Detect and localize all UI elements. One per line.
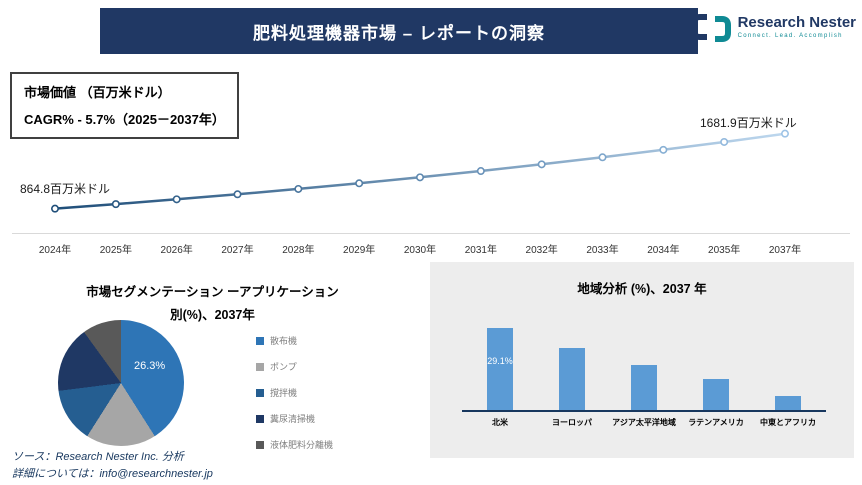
- line-marker: [111, 200, 120, 209]
- region-analysis-panel: 地域分析 (%)、2037 年 29.1% 北米 ヨーロッパ アジア太平洋地域 ラテン…: [430, 262, 854, 458]
- line-marker: [659, 145, 668, 154]
- header-bar: 肥料処理機器市場 – レポートの洞察: [100, 8, 698, 54]
- footer-details: 詳細については：info@researchnester.jp: [12, 467, 213, 480]
- x-axis-label: 2029年: [343, 245, 376, 256]
- legend-item: 糞尿清掃機: [256, 412, 333, 425]
- pie-legend: 散布機 ポンプ 撹拌機 糞尿清掃機 液体肥料分離機: [256, 334, 333, 451]
- legend-swatch: [256, 336, 264, 345]
- legend-item: ポンプ: [256, 360, 333, 373]
- bar: [559, 348, 585, 410]
- x-axis-label: 2028年: [282, 245, 315, 256]
- line-marker: [355, 179, 364, 188]
- bar: [775, 396, 801, 410]
- bar: [703, 379, 729, 410]
- bar-chart-axis-line: [462, 410, 826, 412]
- x-axis-label: 2035年: [708, 245, 741, 256]
- legend-item: 液体肥料分離機: [256, 438, 333, 451]
- pie-chart-title-line2: 別(%)、2037年: [170, 308, 255, 323]
- bar-chart-title: 地域分析 (%)、2037 年: [577, 282, 707, 296]
- logo-name: Research Nester: [737, 13, 856, 31]
- legend-item: 散布機: [256, 334, 333, 347]
- line-marker: [537, 160, 546, 169]
- bar-column: [680, 379, 752, 410]
- legend-swatch: [256, 388, 264, 397]
- x-axis-label: 2030年: [403, 245, 437, 256]
- bar-category-label: 北米: [492, 418, 508, 427]
- bar-column: [536, 348, 608, 410]
- bar-category-label: ヨーロッパ: [552, 418, 592, 427]
- legend-item: 撹拌機: [256, 386, 333, 399]
- legend-swatch: [256, 440, 264, 449]
- bar-category-label: ラテンアメリカ: [688, 418, 744, 427]
- legend-label: 液体肥料分離機: [270, 440, 334, 450]
- pie-chart: 26.3%: [58, 320, 184, 446]
- x-axis-label: 2026年: [160, 245, 193, 256]
- legend-label: ポンプ: [270, 362, 297, 372]
- line-series: [54, 132, 786, 210]
- bar-chart-category-labels: 北米 ヨーロッパ アジア太平洋地域 ラテンアメリカ 中東とアフリカ: [464, 417, 824, 428]
- bar-category-label: アジア太平洋地域: [612, 418, 676, 427]
- x-axis-label: 2025年: [99, 245, 132, 256]
- cagr-label: CAGR% - 5.7%（2025－2037年）: [24, 112, 225, 127]
- footer: ソース：Research Nester Inc. 分析 詳細については：info…: [12, 449, 213, 482]
- legend-label: 撹拌機: [270, 388, 298, 398]
- x-axis-label: 2024年: [38, 245, 72, 256]
- footer-source: ソース：Research Nester Inc. 分析: [12, 451, 184, 463]
- bar-column: [752, 396, 824, 410]
- line-marker: [720, 137, 729, 146]
- x-axis-label: 2027年: [221, 245, 254, 256]
- logo-text: Research Nester Connect. Lead. Accomplis…: [737, 13, 856, 40]
- x-axis-label: 2031年: [464, 245, 497, 256]
- pie-chart-title: 市場セグメンテーション ーアプリケーション 別(%)、2037年: [40, 281, 385, 327]
- bar: [631, 365, 657, 410]
- bar: 29.1%: [487, 328, 513, 410]
- line-end-value-label: 1681.9百万米ドル: [700, 116, 797, 130]
- x-axis-label: 2033年: [586, 245, 619, 256]
- bar-column: [608, 365, 680, 410]
- research-nester-logo: Research Nester Connect. Lead. Accomplis…: [690, 12, 856, 42]
- line-marker: [233, 190, 242, 199]
- legend-label: 散布機: [270, 336, 298, 346]
- line-marker: [50, 204, 59, 213]
- line-chart: [50, 129, 789, 213]
- x-axis-label: 2032年: [525, 245, 558, 256]
- legend-swatch: [256, 362, 264, 371]
- line-marker: [294, 184, 303, 193]
- bar-chart: 29.1%: [464, 310, 824, 410]
- legend-label: 糞尿清掃機: [270, 414, 316, 424]
- pie-slice-value-label: 26.3%: [134, 360, 166, 372]
- line-marker: [415, 173, 424, 182]
- bar-column: 29.1%: [464, 328, 536, 410]
- x-axis-label: 2034年: [647, 245, 680, 256]
- market-value-label: 市場価値 （百万米ドル）: [24, 85, 171, 100]
- research-nester-logo-icon: [690, 14, 731, 42]
- page-title: 肥料処理機器市場 – レポートの洞察: [253, 23, 545, 43]
- bar-value-label: 29.1%: [487, 356, 513, 366]
- line-marker: [780, 129, 789, 138]
- bar-category-label: 中東とアフリカ: [760, 418, 816, 427]
- line-marker: [172, 195, 181, 204]
- pie-chart-title-line1: 市場セグメンテーション ーアプリケーション: [86, 285, 339, 299]
- logo-tagline: Connect. Lead. Accomplish: [737, 33, 843, 40]
- line-marker: [476, 167, 485, 176]
- line-start-value-label: 864.8百万米ドル: [20, 182, 111, 196]
- market-value-box: 市場価値 （百万米ドル） CAGR% - 5.7%（2025－2037年）: [10, 72, 239, 139]
- x-axis-labels: 2024年 2025年 2026年 2027年 2028年 2029年 2030年 2031年…: [12, 233, 850, 259]
- x-axis-label: 2037年: [768, 245, 802, 256]
- legend-swatch: [256, 414, 264, 423]
- line-marker: [598, 153, 607, 162]
